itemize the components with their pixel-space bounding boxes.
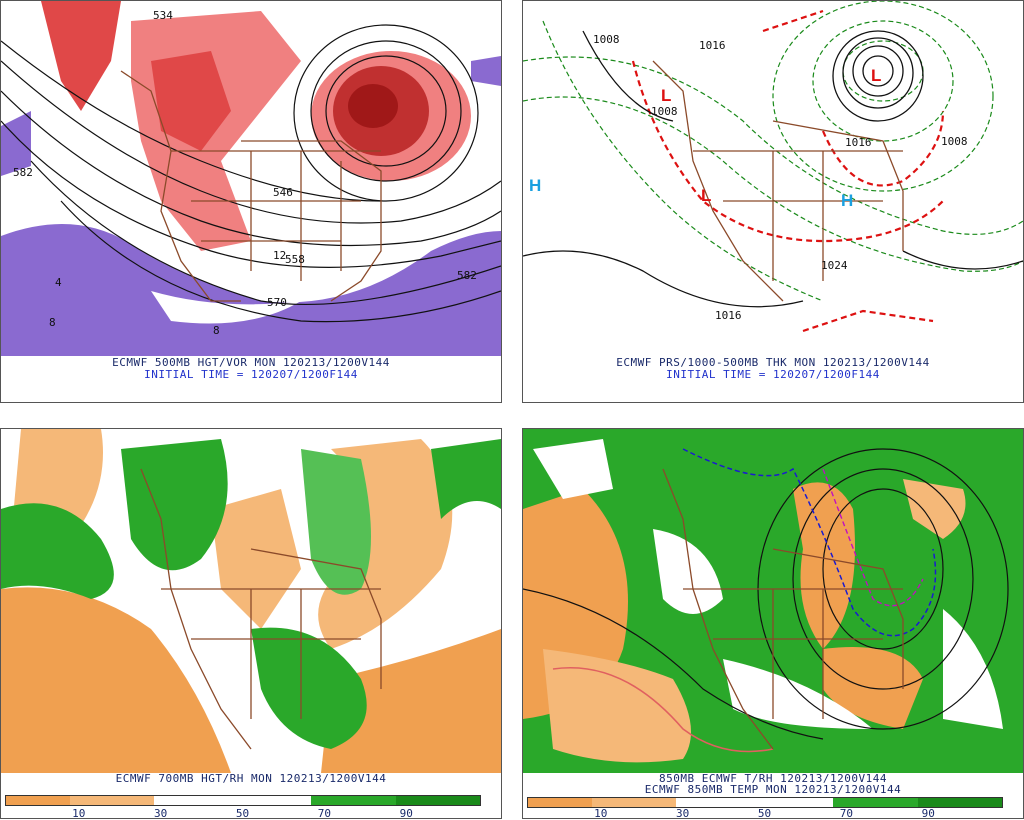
colorbar-tick-label: 30 [154,807,168,820]
initial-time-caption: INITIAL TIME = 120207/1200F144 [666,368,880,381]
isobar-label: 1016 [715,309,742,322]
isobar-label: 1008 [941,135,968,148]
panel-caption: ECMWF 700MB HGT/RH MON 120213/1200V144 [115,772,387,785]
colorbar-tick-label: 10 [72,807,86,820]
colorbar-tick-label: 50 [757,807,772,820]
colorbar-segment [675,798,834,807]
contour-label: 534 [153,9,173,22]
colorbar-segment [153,796,312,805]
colorbar-segment [6,796,71,805]
low-center-label: L [871,66,881,85]
panel-caption: ECMWF PRS/1000-500MB THK MON 120213/1200… [616,356,930,369]
colorbar-tick-label: 90 [921,807,935,820]
contour-label: 4 [55,276,62,289]
colorbar-segment [833,798,918,807]
map-850mb-t-rh [523,429,1023,773]
rh-colorbar [5,795,481,806]
contour-label: 570 [267,296,287,309]
panel-700mb-hgt-rh: ECMWF 700MB HGT/RH MON 120213/1200V144 1… [0,428,502,820]
rh-colorbar [527,797,1003,808]
colorbar-labels: 10 30 50 70 90 [5,807,481,820]
map-prs-thk: H L L L H 1008 1016 1008 1016 1008 1024 … [523,1,1023,356]
colorbar-tick-label: 90 [399,807,413,820]
map-500mb: 534 582 546 558 570 582 4 8 12 8 [1,1,501,356]
contour-label: 12 [273,249,286,262]
panel-caption-secondary: ECMWF 850MB TEMP MON 120213/1200V144 [644,783,902,796]
panel-850mb-t-rh: 850MB ECMWF T/RH 120213/1200V144 ECMWF 8… [522,428,1024,820]
colorbar-segment [70,796,154,805]
colorbar-tick-label: 70 [839,807,854,820]
high-center-label: H [841,191,853,210]
isobar-label: 1016 [845,136,872,149]
contour-label: 8 [213,324,220,337]
isobar-label: 1008 [593,33,620,46]
high-center-label: H [529,176,541,195]
colorbar-segment [395,796,480,805]
contour-label: 558 [285,253,305,266]
isobar-label: 1008 [651,105,678,118]
colorbar-tick-label: 10 [594,807,608,820]
colorbar-segment [528,798,593,807]
isobar-label: 1024 [821,259,848,272]
panel-caption: 850MB ECMWF T/RH 120213/1200V144 [659,772,887,785]
colorbar-segment [917,798,1002,807]
contour-label: 582 [457,269,477,282]
colorbar-tick-label: 30 [676,807,690,820]
isobar-label: 1016 [699,39,726,52]
map-700mb-rh [1,429,501,773]
low-center-label: L [701,186,711,205]
low-center-label: L [661,86,671,105]
contour-label: 582 [13,166,33,179]
colorbar-tick-label: 50 [235,807,250,820]
colorbar-segment [592,798,676,807]
panel-caption: ECMWF 500MB HGT/VOR MON 120213/1200V144 [112,356,390,369]
panel-prs-thickness: H L L L H 1008 1016 1008 1016 1008 1024 … [522,0,1024,403]
colorbar-tick-label: 70 [317,807,332,820]
contour-label: 8 [49,316,56,329]
colorbar-labels: 10 30 50 70 90 [527,807,1003,820]
panel-500mb-hgt-vort: 534 582 546 558 570 582 4 8 12 8 ECMWF 5… [0,0,502,403]
contour-label: 546 [273,186,293,199]
initial-time-caption: INITIAL TIME = 120207/1200F144 [144,368,358,381]
colorbar-segment [311,796,396,805]
